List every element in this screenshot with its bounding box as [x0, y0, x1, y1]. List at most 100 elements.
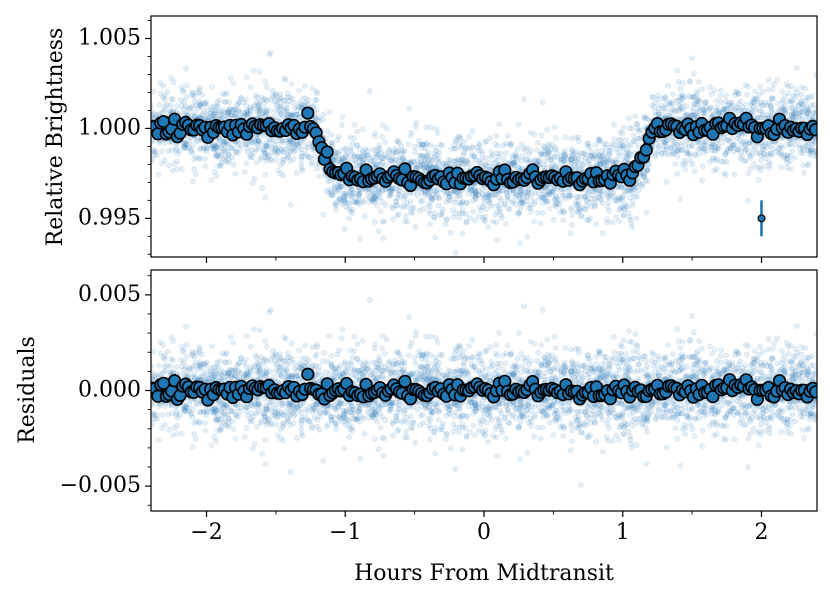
- raw-data-point: [743, 157, 749, 164]
- raw-data-point: [456, 133, 463, 140]
- raw-residual-point: [496, 329, 502, 336]
- raw-data-point: [666, 99, 673, 105]
- raw-data-point: [588, 152, 595, 159]
- raw-data-point: [349, 210, 356, 216]
- raw-data-point: [189, 178, 196, 185]
- raw-data-point: [501, 201, 508, 208]
- raw-data-point: [489, 152, 496, 159]
- raw-data-point: [154, 152, 160, 158]
- raw-data-point: [770, 85, 776, 92]
- raw-data-point: [167, 102, 174, 109]
- raw-data-point: [382, 186, 389, 193]
- raw-data-point: [747, 154, 754, 161]
- raw-data-point: [720, 158, 727, 165]
- raw-data-point: [553, 193, 560, 200]
- raw-data-point: [404, 218, 411, 225]
- raw-data-point: [625, 209, 632, 216]
- raw-data-point: [597, 138, 603, 145]
- raw-data-point: [338, 122, 345, 128]
- raw-data-point: [260, 133, 267, 140]
- raw-data-point: [432, 234, 438, 241]
- raw-data-point: [379, 133, 386, 140]
- raw-data-point: [682, 93, 688, 100]
- raw-data-point: [592, 195, 599, 202]
- raw-data-point: [400, 202, 407, 209]
- raw-data-point: [700, 139, 707, 146]
- raw-residual-point: [642, 358, 649, 365]
- raw-data-point: [485, 192, 492, 199]
- raw-data-point: [515, 210, 522, 217]
- raw-data-point: [675, 78, 682, 85]
- raw-data-point: [592, 153, 599, 160]
- raw-data-point: [277, 111, 284, 117]
- raw-data-point: [338, 183, 345, 190]
- raw-data-point: [196, 113, 203, 119]
- raw-data-point: [350, 198, 357, 205]
- raw-data-point: [183, 65, 189, 72]
- raw-data-point: [684, 149, 691, 156]
- raw-data-point: [335, 133, 342, 140]
- raw-data-point: [759, 111, 766, 118]
- raw-data-point: [728, 145, 735, 151]
- raw-data-point: [236, 99, 243, 106]
- raw-data-point: [427, 221, 433, 228]
- raw-data-point: [804, 106, 811, 113]
- raw-data-point: [636, 128, 642, 134]
- raw-residual-point: [432, 450, 438, 457]
- raw-data-point: [183, 82, 190, 89]
- raw-data-point: [568, 207, 575, 214]
- raw-data-point: [284, 151, 291, 158]
- raw-data-point: [271, 148, 278, 155]
- raw-data-point: [678, 91, 685, 98]
- raw-data-point: [674, 67, 680, 74]
- raw-data-point: [746, 140, 753, 147]
- raw-data-point: [286, 147, 293, 154]
- raw-data-point: [623, 137, 629, 143]
- raw-data-point: [571, 162, 578, 168]
- raw-data-point: [672, 108, 679, 115]
- raw-data-point: [620, 124, 627, 131]
- binned-data-point: [639, 143, 653, 157]
- raw-data-point: [568, 135, 574, 142]
- raw-data-point: [758, 99, 764, 106]
- raw-data-point: [694, 101, 700, 108]
- top-raw-points: [151, 49, 817, 256]
- raw-data-point: [481, 217, 488, 223]
- raw-data-point: [421, 158, 428, 165]
- raw-data-point: [356, 189, 363, 195]
- raw-data-point: [745, 197, 751, 204]
- raw-data-point: [695, 96, 702, 103]
- raw-data-point: [443, 216, 450, 222]
- raw-data-point: [663, 146, 670, 153]
- raw-data-point: [330, 155, 337, 161]
- raw-data-point: [433, 156, 440, 163]
- raw-data-point: [714, 104, 720, 110]
- raw-data-point: [412, 123, 419, 130]
- raw-data-point: [407, 159, 414, 166]
- raw-data-point: [401, 147, 408, 154]
- raw-data-point: [768, 105, 775, 112]
- raw-data-point: [804, 162, 811, 169]
- raw-data-point: [238, 95, 245, 101]
- y-tick-label: 1.000: [78, 115, 141, 140]
- raw-data-point: [333, 149, 340, 156]
- raw-data-point: [462, 145, 468, 152]
- raw-data-point: [340, 194, 347, 200]
- raw-data-point: [164, 88, 171, 95]
- raw-data-point: [450, 206, 456, 213]
- raw-data-point: [562, 152, 568, 159]
- raw-data-point: [325, 178, 332, 185]
- raw-data-point: [262, 78, 269, 85]
- raw-data-point: [502, 150, 509, 156]
- raw-data-point: [463, 164, 470, 170]
- raw-data-point: [211, 109, 218, 116]
- raw-data-point: [754, 96, 760, 103]
- raw-data-point: [186, 105, 192, 111]
- raw-data-point: [423, 160, 429, 167]
- raw-data-point: [375, 186, 382, 193]
- raw-data-point: [750, 104, 757, 110]
- raw-data-point: [277, 170, 284, 177]
- raw-data-point: [626, 186, 632, 193]
- raw-data-point: [490, 218, 496, 225]
- raw-data-point: [699, 105, 705, 112]
